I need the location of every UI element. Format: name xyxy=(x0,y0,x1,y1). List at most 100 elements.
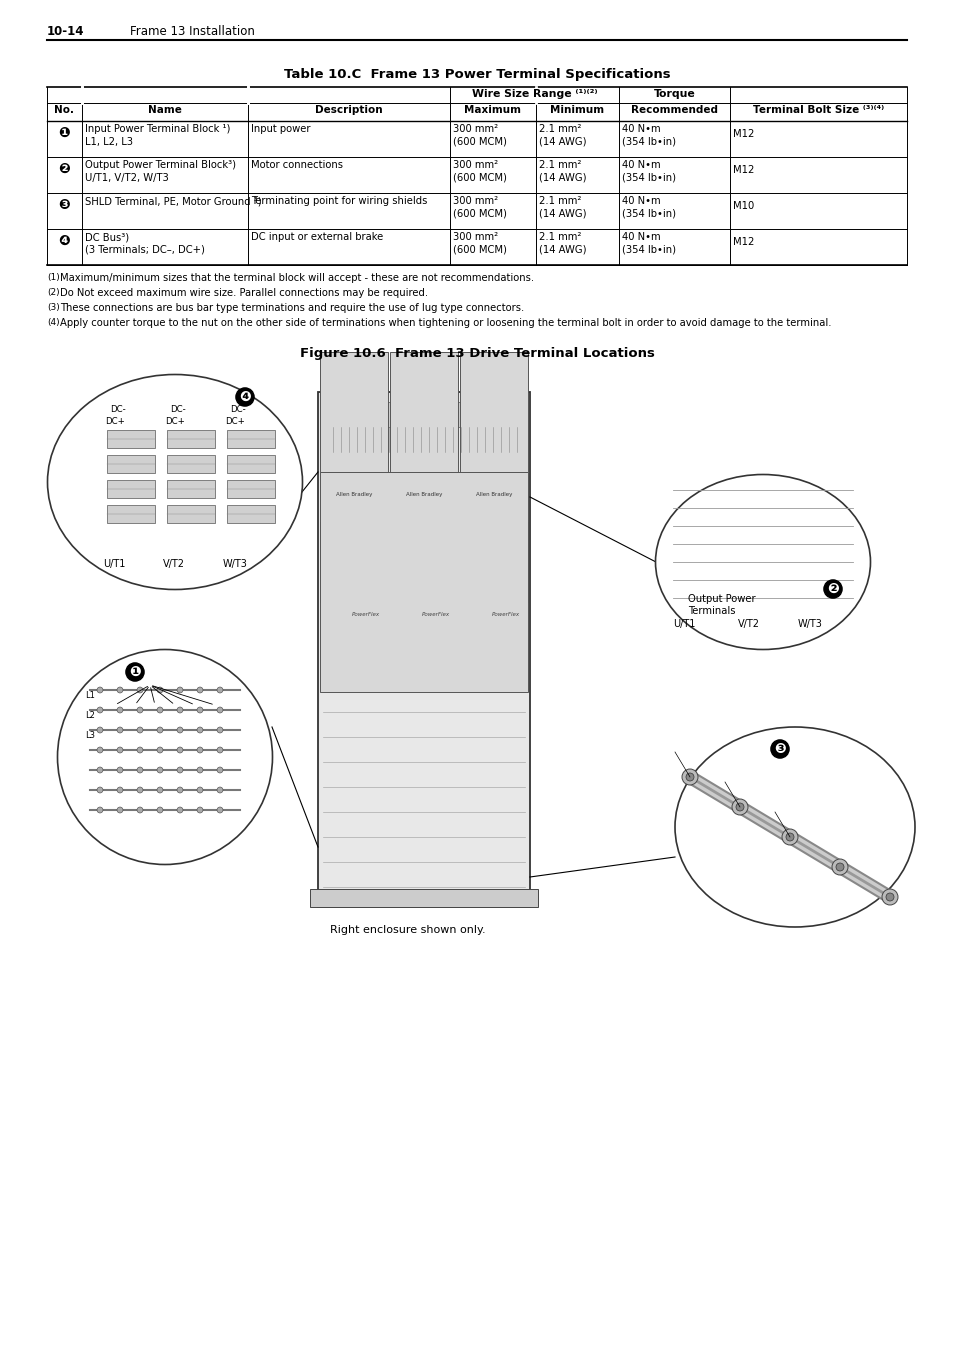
Circle shape xyxy=(196,707,203,713)
Text: 40 N•m: 40 N•m xyxy=(621,232,659,242)
Text: Maximum/minimum sizes that the terminal block will accept - these are not recomm: Maximum/minimum sizes that the terminal … xyxy=(60,273,534,284)
Text: DC-: DC- xyxy=(230,405,246,414)
Text: (354 lb•in): (354 lb•in) xyxy=(621,244,676,255)
Text: (2): (2) xyxy=(47,288,59,297)
Circle shape xyxy=(882,890,897,905)
Text: 40 N•m: 40 N•m xyxy=(621,196,659,207)
Circle shape xyxy=(831,859,847,875)
Circle shape xyxy=(196,767,203,774)
Text: DC+: DC+ xyxy=(225,417,245,427)
Circle shape xyxy=(216,687,223,693)
Text: Allen Bradley: Allen Bradley xyxy=(405,491,442,497)
Circle shape xyxy=(216,787,223,792)
Text: W/T3: W/T3 xyxy=(223,559,248,568)
Text: M12: M12 xyxy=(732,238,754,247)
Bar xyxy=(167,505,214,522)
Circle shape xyxy=(117,687,123,693)
Text: 2.1 mm²: 2.1 mm² xyxy=(538,124,580,134)
Text: ❶: ❶ xyxy=(58,126,71,140)
Bar xyxy=(319,472,527,693)
Text: 300 mm²: 300 mm² xyxy=(453,232,497,242)
Circle shape xyxy=(157,787,163,792)
Circle shape xyxy=(117,767,123,774)
Bar xyxy=(317,392,530,907)
Circle shape xyxy=(117,787,123,792)
Bar xyxy=(325,497,382,522)
Text: (354 lb•in): (354 lb•in) xyxy=(621,209,676,219)
Circle shape xyxy=(216,747,223,753)
Circle shape xyxy=(157,707,163,713)
Text: (600 MCM): (600 MCM) xyxy=(453,173,506,184)
Text: (354 lb•in): (354 lb•in) xyxy=(621,173,676,184)
Text: Recommended: Recommended xyxy=(630,105,718,115)
Text: Terminal Bolt Size ⁽³⁾⁽⁴⁾: Terminal Bolt Size ⁽³⁾⁽⁴⁾ xyxy=(752,105,883,115)
Circle shape xyxy=(117,807,123,813)
Text: Allen Bradley: Allen Bradley xyxy=(335,491,372,497)
Text: DC Bus³): DC Bus³) xyxy=(85,232,129,242)
Circle shape xyxy=(781,829,797,845)
Circle shape xyxy=(177,787,183,792)
Text: DC-: DC- xyxy=(110,405,126,414)
Circle shape xyxy=(137,787,143,792)
Bar xyxy=(319,352,388,472)
Text: Motor connections: Motor connections xyxy=(251,161,343,170)
Circle shape xyxy=(97,807,103,813)
Bar xyxy=(393,612,456,626)
Text: Input Power Terminal Block ¹): Input Power Terminal Block ¹) xyxy=(85,124,230,134)
Text: 40 N•m: 40 N•m xyxy=(621,161,659,170)
Bar xyxy=(462,612,526,626)
Text: V/T2: V/T2 xyxy=(163,559,185,568)
Circle shape xyxy=(735,803,743,811)
Circle shape xyxy=(196,687,203,693)
Circle shape xyxy=(216,807,223,813)
Circle shape xyxy=(177,807,183,813)
Circle shape xyxy=(117,728,123,733)
Circle shape xyxy=(137,767,143,774)
Circle shape xyxy=(137,687,143,693)
Circle shape xyxy=(137,807,143,813)
Circle shape xyxy=(97,707,103,713)
Circle shape xyxy=(97,728,103,733)
Circle shape xyxy=(685,774,693,782)
Text: 300 mm²: 300 mm² xyxy=(453,161,497,170)
Bar xyxy=(107,481,154,498)
Bar xyxy=(464,497,522,522)
Text: No.: No. xyxy=(54,105,74,115)
Circle shape xyxy=(216,767,223,774)
Text: (14 AWG): (14 AWG) xyxy=(538,173,586,184)
Text: Description: Description xyxy=(314,105,382,115)
Bar xyxy=(310,890,537,907)
Text: 2.1 mm²: 2.1 mm² xyxy=(538,161,580,170)
Text: Allen Bradley: Allen Bradley xyxy=(476,491,512,497)
Circle shape xyxy=(216,707,223,713)
Text: (600 MCM): (600 MCM) xyxy=(453,209,506,219)
Bar xyxy=(167,431,214,448)
Circle shape xyxy=(157,728,163,733)
Circle shape xyxy=(117,707,123,713)
Circle shape xyxy=(97,747,103,753)
Circle shape xyxy=(177,707,183,713)
Bar xyxy=(107,431,154,448)
Text: 10-14: 10-14 xyxy=(47,26,85,38)
Text: ❸: ❸ xyxy=(773,743,785,756)
Circle shape xyxy=(97,687,103,693)
Circle shape xyxy=(681,769,698,784)
Ellipse shape xyxy=(655,474,869,649)
Bar xyxy=(227,455,274,472)
Bar xyxy=(227,481,274,498)
Circle shape xyxy=(157,807,163,813)
Text: 40 N•m: 40 N•m xyxy=(621,124,659,134)
Text: (1): (1) xyxy=(47,273,60,282)
Bar xyxy=(390,352,457,472)
Text: ❶: ❶ xyxy=(129,666,141,679)
Circle shape xyxy=(177,767,183,774)
Circle shape xyxy=(885,892,893,900)
Circle shape xyxy=(157,687,163,693)
Circle shape xyxy=(196,728,203,733)
Bar xyxy=(395,497,453,522)
Text: ❹: ❹ xyxy=(239,390,251,404)
Text: Right enclosure shown only.: Right enclosure shown only. xyxy=(330,925,485,936)
Text: Wire Size Range ⁽¹⁾⁽²⁾: Wire Size Range ⁽¹⁾⁽²⁾ xyxy=(471,89,597,99)
Circle shape xyxy=(177,728,183,733)
Text: 2.1 mm²: 2.1 mm² xyxy=(538,196,580,207)
